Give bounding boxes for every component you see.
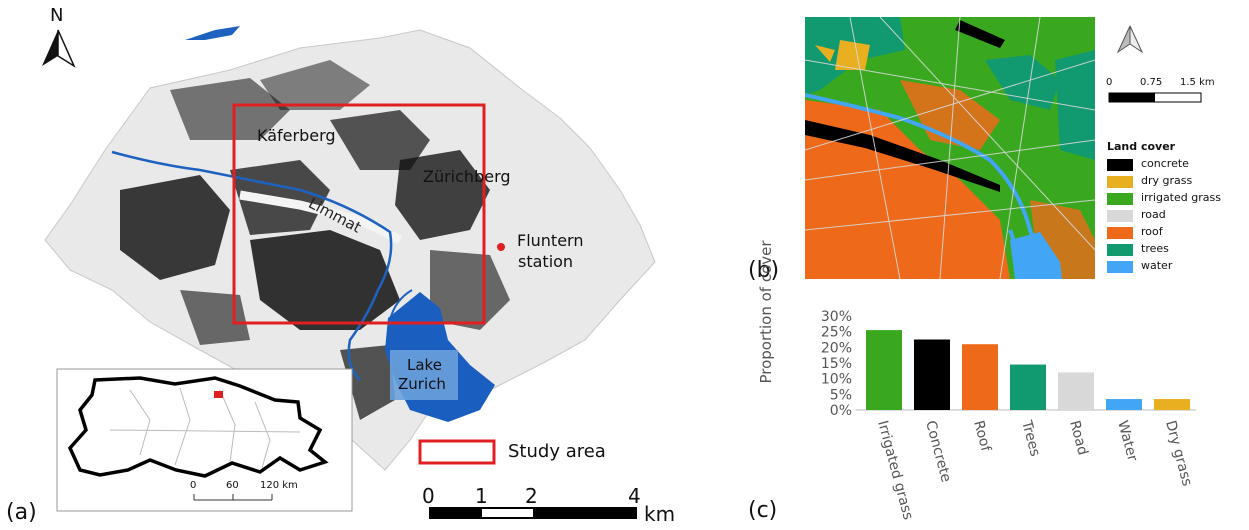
legend-label: trees <box>1141 242 1169 255</box>
inset-scale-t2: 120 km <box>260 480 298 491</box>
panel-a-label: (a) <box>6 500 37 525</box>
legend-label: concrete <box>1141 157 1189 170</box>
land-cover-legend-title: Land cover <box>1107 140 1176 153</box>
legend-swatch <box>1107 261 1133 273</box>
fluntern-station-marker <box>497 243 505 251</box>
scale-t1: 1 <box>475 484 488 508</box>
north-arrow-icon <box>42 29 76 68</box>
scale-b-t1: 0.75 <box>1140 77 1163 88</box>
legend-label: roof <box>1141 225 1163 238</box>
study-area-legend-label: Study area <box>508 441 606 462</box>
place-fluntern-1: Fluntern <box>517 231 584 250</box>
legend-label: water <box>1141 259 1173 272</box>
place-kaferberg: Käferberg <box>257 126 336 145</box>
study-area-rect <box>232 103 486 325</box>
inset-scale-t1: 60 <box>226 480 239 491</box>
place-zurichberg: Zürichberg <box>423 167 511 186</box>
scale-t2: 2 <box>525 484 538 508</box>
switzerland-outline <box>67 376 329 478</box>
scale-t3: 4 <box>628 484 641 508</box>
buildings <box>120 60 510 420</box>
rail-corridor <box>239 190 403 245</box>
lake-label-box <box>390 350 458 400</box>
legend-swatch <box>1107 244 1133 256</box>
inset-study-marker <box>214 391 223 398</box>
legend-label: irrigated grass <box>1141 191 1221 204</box>
main-scale-bar <box>429 507 637 519</box>
north-label: N <box>50 5 64 26</box>
legend-swatch <box>1107 210 1133 222</box>
legend-swatch <box>1107 176 1133 188</box>
river-limmat <box>111 150 393 381</box>
scale-b-t2: 1.5 km <box>1180 77 1215 88</box>
inset-scale-bar <box>193 494 273 501</box>
legend-label: dry grass <box>1141 174 1193 187</box>
inset-scale-t0: 0 <box>190 480 197 491</box>
legend-label: road <box>1141 208 1166 221</box>
water-top <box>185 26 240 40</box>
scale-b-t0: 0 <box>1106 77 1113 88</box>
panel-c-label: (c) <box>748 498 778 523</box>
legend-swatch <box>1107 193 1133 205</box>
place-fluntern-2: station <box>518 252 574 271</box>
legend-swatch <box>1107 227 1133 239</box>
legend-swatch <box>1107 159 1133 171</box>
canton-lines <box>109 387 301 469</box>
study-area-legend-swatch <box>418 439 496 465</box>
place-lake-1: Lake <box>407 356 442 374</box>
chart-ylabel: Proportion of cover <box>757 240 775 384</box>
scale-unit: km <box>644 502 676 526</box>
place-lake-2: Zurich <box>398 375 446 393</box>
panel-b-label: (b) <box>748 258 780 283</box>
scale-t0: 0 <box>422 484 435 508</box>
